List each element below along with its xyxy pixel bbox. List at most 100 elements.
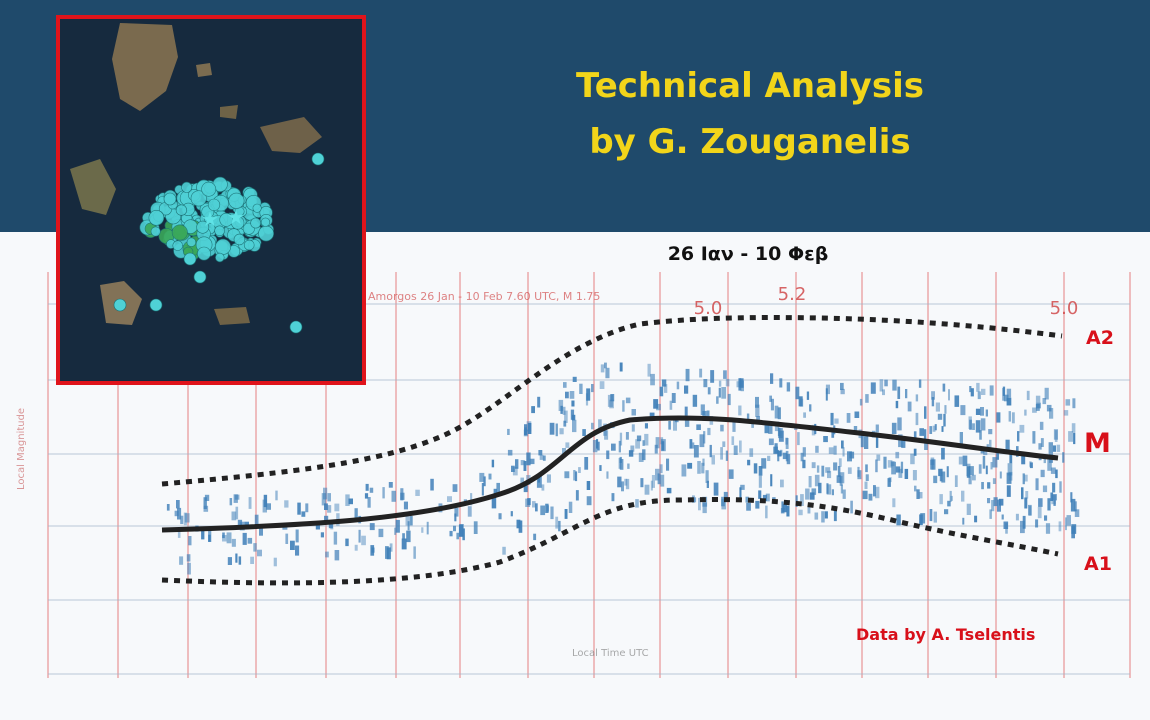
event-point <box>983 448 988 456</box>
event-point <box>449 530 453 537</box>
event-point <box>987 482 991 489</box>
event-point <box>758 490 762 499</box>
event-point <box>382 487 385 499</box>
event-point <box>831 489 834 496</box>
trend-curves <box>161 315 1063 586</box>
event-point <box>969 466 974 476</box>
event-point <box>875 459 878 473</box>
event-point <box>618 457 622 469</box>
event-point <box>592 440 598 453</box>
event-point <box>764 425 769 434</box>
event-point <box>777 449 780 462</box>
event-point <box>644 433 649 446</box>
event-point <box>808 476 812 488</box>
event-point <box>699 368 703 378</box>
event-point <box>718 387 721 398</box>
event-point <box>430 478 434 491</box>
event-point <box>773 446 778 454</box>
event-point <box>946 466 949 478</box>
event-point <box>559 428 564 435</box>
event-point <box>780 508 785 514</box>
event-point <box>565 442 570 448</box>
event-point <box>702 458 705 466</box>
event-point <box>811 488 817 495</box>
quake-marker <box>233 233 246 246</box>
quake-marker <box>201 181 217 197</box>
earthquake-markers: ★ ★ <box>113 152 325 334</box>
event-point <box>891 422 897 434</box>
event-point <box>811 462 816 469</box>
event-point <box>1026 390 1030 401</box>
event-point <box>710 370 715 383</box>
event-point <box>572 376 577 382</box>
event-point <box>884 379 888 387</box>
event-point <box>728 469 734 479</box>
event-point <box>809 404 812 412</box>
event-point <box>369 523 375 531</box>
event-point <box>479 472 485 482</box>
event-point <box>644 484 650 495</box>
lower-band-a1 <box>161 497 1059 586</box>
event-point <box>753 463 758 474</box>
event-point <box>768 421 773 434</box>
event-point <box>800 494 804 506</box>
event-point <box>693 445 699 458</box>
event-point <box>992 478 996 484</box>
event-point <box>187 562 191 575</box>
event-point <box>659 386 664 397</box>
event-point <box>879 379 884 392</box>
event-point <box>876 454 881 461</box>
event-point <box>932 425 936 432</box>
event-point <box>798 509 803 516</box>
event-point <box>721 498 727 510</box>
event-point <box>410 516 413 526</box>
event-point <box>824 511 828 519</box>
event-point <box>297 502 301 515</box>
event-point <box>1009 454 1013 464</box>
event-point <box>631 424 635 432</box>
event-point <box>222 532 225 539</box>
event-point <box>989 439 992 450</box>
event-point <box>655 468 660 481</box>
event-point <box>1021 454 1026 465</box>
event-point <box>523 429 529 437</box>
event-point <box>1040 469 1045 478</box>
event-point <box>558 520 561 532</box>
event-point <box>545 503 549 513</box>
event-point <box>365 483 369 491</box>
event-point <box>569 391 575 399</box>
event-point <box>1046 404 1052 412</box>
event-point <box>846 413 851 423</box>
event-point <box>655 437 660 449</box>
event-point <box>1058 521 1062 532</box>
event-point <box>1066 515 1071 526</box>
event-point <box>758 466 763 476</box>
event-point <box>405 516 411 526</box>
event-point <box>496 482 500 495</box>
event-point <box>949 490 952 502</box>
event-point <box>836 475 841 483</box>
event-point <box>531 406 535 414</box>
event-point <box>875 424 879 433</box>
event-point <box>755 500 760 509</box>
event-point <box>1050 467 1056 474</box>
event-point <box>786 505 790 517</box>
event-point <box>850 500 853 514</box>
event-point <box>540 505 546 516</box>
event-point <box>630 445 635 452</box>
quake-marker <box>228 192 245 209</box>
event-point <box>720 424 724 432</box>
event-point <box>1035 404 1040 411</box>
event-point <box>933 475 938 484</box>
event-point <box>407 521 410 531</box>
event-point <box>642 440 645 446</box>
event-point <box>295 529 299 543</box>
event-point <box>896 514 901 526</box>
event-point <box>290 540 295 550</box>
event-point <box>1008 471 1013 481</box>
quake-marker <box>252 203 262 213</box>
event-point <box>981 482 984 490</box>
event-point <box>838 458 842 467</box>
event-point <box>947 500 951 507</box>
event-point <box>746 413 750 424</box>
